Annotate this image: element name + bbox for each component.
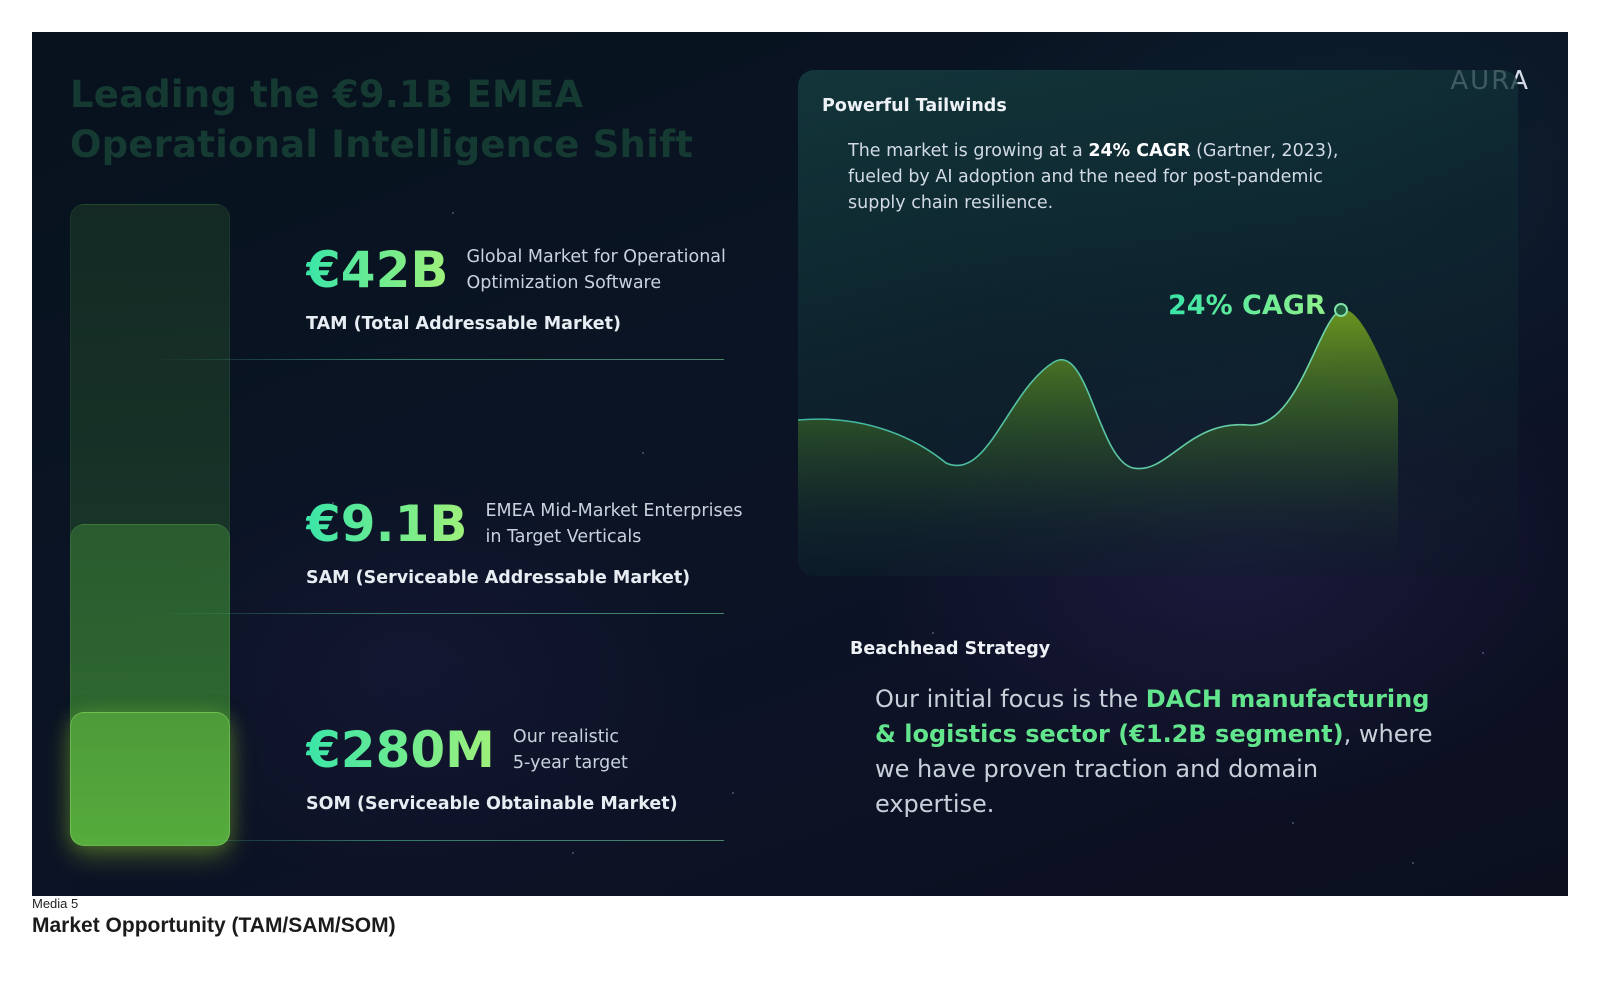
tam-label: TAM (Total Addressable Market): [306, 314, 622, 334]
tailwinds-text-bold: 24% CAGR: [1088, 141, 1191, 161]
som-description: Our realistic 5-year target: [513, 724, 628, 776]
sam-label: SAM (Serviceable Addressable Market): [306, 568, 691, 588]
wave-line: [798, 309, 1342, 470]
headline-line-2: Operational Intelligence Shift: [70, 123, 694, 166]
tailwinds-card: Powerful Tailwinds The market is growing…: [798, 70, 1518, 576]
slide-headline: Leading the €9.1B EMEA Operational Intel…: [70, 70, 693, 170]
sam-divider: [152, 613, 724, 614]
som-desc-line-1: Our realistic: [512, 727, 620, 747]
beachhead-text-end: , where we have proven traction and doma…: [875, 720, 1433, 818]
wave-peak-marker: [1334, 303, 1348, 317]
som-desc-line-2: 5-year target: [512, 753, 628, 773]
tailwinds-text-start: The market is growing at a: [848, 141, 1089, 161]
sam-desc-line-1: EMEA Mid-Market Enterprises: [485, 501, 743, 521]
tailwinds-title: Powerful Tailwinds: [822, 96, 1007, 116]
tam-divider: [152, 359, 724, 360]
som-bar: [70, 712, 230, 846]
growth-wave-chart: [798, 303, 1398, 576]
tailwinds-text-end: (Gartner, 2023), fueled by AI adoption a…: [848, 141, 1339, 213]
wave-area: [798, 309, 1398, 576]
tam-desc-line-2: Optimization Software: [466, 273, 662, 293]
tam-desc-line-1: Global Market for Operational: [466, 247, 726, 267]
tam-metric: €42B Global Market for Operational Optimiz…: [306, 240, 726, 334]
headline-line-1: Leading the €9.1B EMEA: [70, 73, 584, 116]
beachhead-text: Our initial focus is the DACH manufactur…: [875, 682, 1435, 822]
sam-desc-line-2: in Target Verticals: [485, 527, 642, 547]
beachhead-text-start: Our initial focus is the: [875, 685, 1146, 713]
beachhead-title: Beachhead Strategy: [850, 639, 1051, 659]
sam-metric: €9.1B EMEA Mid-Market Enterprises in Targe…: [306, 494, 742, 588]
media-label: Media 5: [32, 896, 79, 911]
cagr-chart-label: 24% CAGR: [1168, 290, 1326, 321]
sam-description: EMEA Mid-Market Enterprises in Target Ver…: [485, 498, 742, 550]
sam-value: €9.1B: [306, 495, 468, 553]
tam-value: €42B: [306, 241, 449, 299]
som-value: €280M: [306, 721, 495, 779]
som-divider: [152, 840, 724, 841]
tam-description: Global Market for Operational Optimizatio…: [466, 244, 725, 296]
media-title: Market Opportunity (TAM/SAM/SOM): [32, 914, 396, 937]
slide: Leading the €9.1B EMEA Operational Intel…: [32, 32, 1568, 896]
beachhead-highlight: DACH manufacturing & logistics sector (€…: [875, 685, 1430, 748]
som-metric: €280M Our realistic 5-year target SOM (Ser…: [306, 720, 678, 814]
tailwinds-text: The market is growing at a 24% CAGR (Gar…: [848, 138, 1368, 216]
som-label: SOM (Serviceable Obtainable Market): [306, 794, 678, 814]
